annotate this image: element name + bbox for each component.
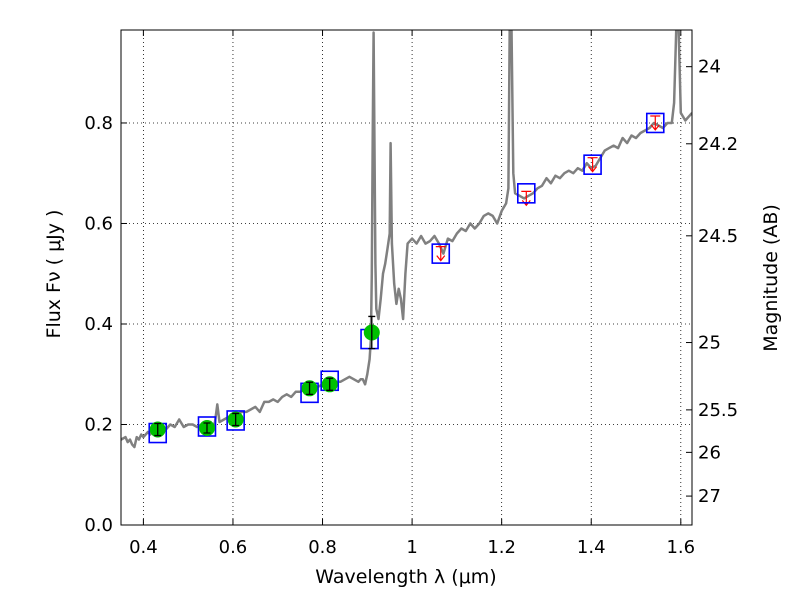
- y2-tick-label: 25.5: [698, 400, 738, 421]
- upper-limit-marker: [650, 115, 661, 131]
- y-tick-label: 0.2: [84, 414, 113, 435]
- plot-frame: [120, 29, 693, 526]
- x-tick-label: 1.6: [666, 537, 695, 558]
- y-tick-label: 0.8: [84, 113, 113, 134]
- x-tick-label: 0.8: [308, 537, 337, 558]
- error-bar: [232, 412, 240, 427]
- x-tick-label: 1.2: [487, 537, 516, 558]
- sed-line: [121, 30, 692, 449]
- y-tick-label: 0.4: [84, 314, 113, 335]
- error-bar: [326, 377, 334, 391]
- y2-tick-label: 24.5: [698, 226, 738, 247]
- y-tick-label: 0.0: [84, 515, 113, 536]
- y2-tick-label: 27: [698, 486, 721, 507]
- plot-area: [121, 30, 692, 449]
- model-photometry-box: [583, 154, 602, 175]
- error-bar: [368, 315, 376, 350]
- error-bar: [154, 422, 162, 437]
- x-tick-label: 0.4: [129, 537, 158, 558]
- axis-ticks: 0.4 0.6 0.8 1 1.2 1.4 1.6 0.0 0.2 0.4 0.6 0.8 24 24.2…: [84, 30, 738, 558]
- model-photometry-box: [516, 183, 536, 204]
- y2-tick-label: 25: [698, 333, 721, 354]
- y2-tick-label: 24.2: [698, 134, 738, 155]
- model-photometry-box: [645, 112, 665, 134]
- upper-limit-marker: [435, 246, 446, 262]
- grid: [121, 30, 692, 526]
- error-bar: [306, 381, 314, 395]
- x-tick-label: 1: [406, 537, 417, 558]
- model-photometry-box: [431, 243, 451, 264]
- y-axis-label: Flux Fν ( μJy ): [43, 210, 65, 339]
- y-tick-label: 0.6: [84, 213, 113, 234]
- x-axis-label: Wavelength λ (μm): [315, 566, 496, 588]
- y2-tick-label: 24: [698, 57, 721, 78]
- error-bar: [203, 422, 211, 434]
- x-tick-label: 0.6: [219, 537, 248, 558]
- upper-limit-marker: [587, 157, 598, 173]
- right-y-axis-label: Magnitude (AB): [760, 204, 782, 352]
- x-tick-label: 1.4: [577, 537, 606, 558]
- model-photometry-box: [226, 410, 245, 431]
- y2-tick-label: 26: [698, 442, 721, 463]
